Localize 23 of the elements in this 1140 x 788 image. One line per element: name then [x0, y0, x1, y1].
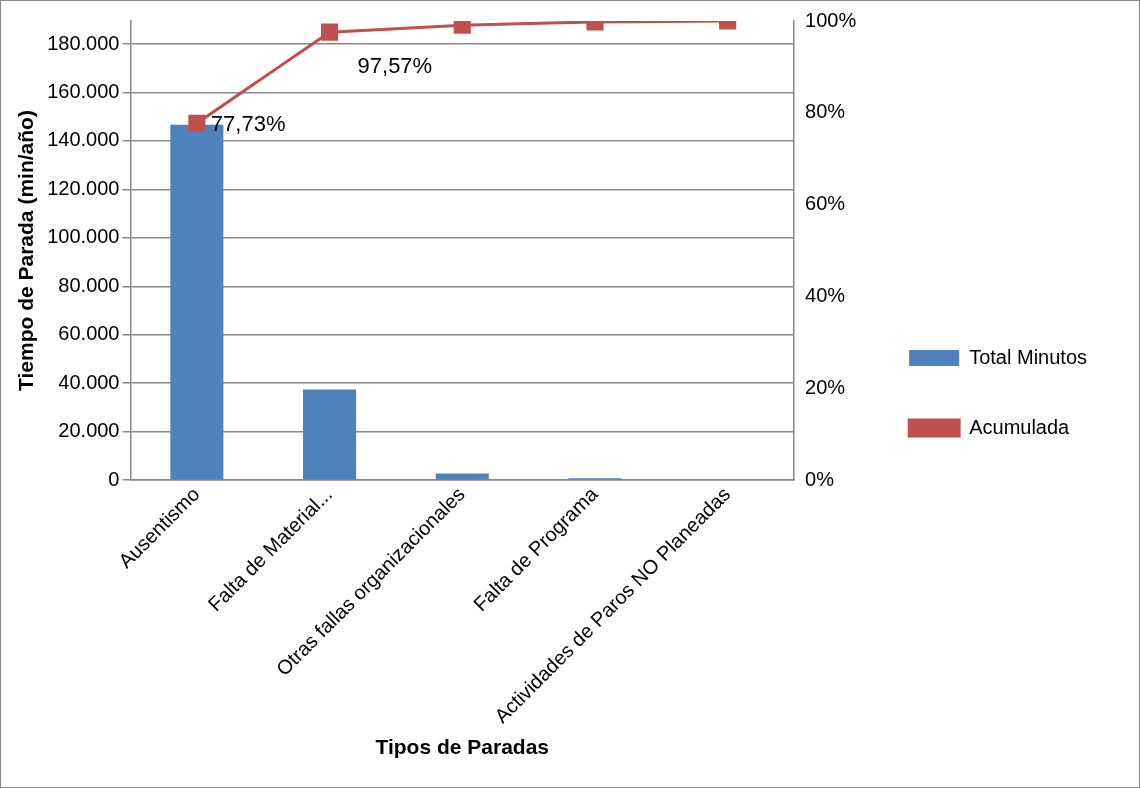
y2-tick-label: 100%	[805, 8, 857, 31]
x-axis-title: Tipos de Paradas	[375, 735, 550, 759]
y-tick-label: 180.000	[47, 31, 120, 54]
data-label: 97,57%	[357, 53, 433, 79]
legend-label: Acumulada	[969, 415, 1071, 438]
y-tick-label: 160.000	[47, 79, 120, 102]
y2-tick-label: 80%	[805, 100, 846, 123]
y-tick-label: 100.000	[47, 225, 120, 248]
y-tick-label: 0	[108, 467, 120, 490]
y-tick-label: 140.000	[47, 128, 120, 151]
y2-tick-label: 60%	[805, 192, 846, 215]
y-tick-label: 80.000	[58, 273, 120, 296]
bar	[303, 389, 357, 480]
y-tick-label: 120.000	[47, 176, 120, 199]
y2-tick-label: 20%	[805, 375, 846, 398]
y-tick-label: 40.000	[58, 370, 120, 393]
data-label: 77,73%	[210, 111, 286, 137]
y2-tick-label: 40%	[805, 283, 846, 306]
y2-tick-label: 0%	[805, 467, 835, 490]
y-axis-title: Tiempo de Parada (min/año)	[14, 110, 38, 391]
legend-label: Total Minutos	[969, 345, 1088, 368]
y-tick-label: 60.000	[58, 322, 120, 345]
y-tick-label: 20.000	[58, 419, 120, 442]
